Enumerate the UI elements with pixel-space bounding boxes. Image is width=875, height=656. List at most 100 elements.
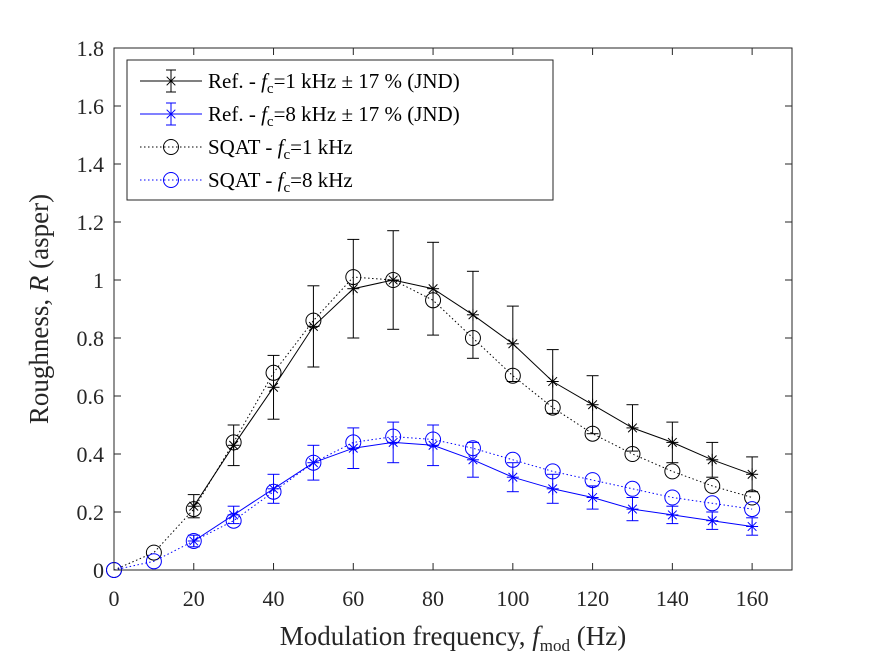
legend-label-var: f <box>278 135 287 159</box>
legend-label-rest: =8 kHz <box>274 102 342 126</box>
legend-label-prefix: SQAT - <box>208 168 278 192</box>
data-point <box>586 398 599 411</box>
x-axis-label: Modulation frequency, fmod (Hz) <box>280 621 626 655</box>
data-point <box>185 533 202 549</box>
data-point <box>385 272 402 288</box>
data-point <box>305 454 322 471</box>
data-point <box>145 544 162 561</box>
asterisk-d2 <box>627 423 638 433</box>
asterisk-d2 <box>428 440 438 450</box>
x-tick-label: 140 <box>656 586 689 611</box>
legend-label: Ref. - fc=8 kHz ± 17 % (JND) <box>208 102 460 130</box>
data-point <box>624 446 641 462</box>
asterisk-d2 <box>468 455 478 465</box>
data-point <box>664 489 681 506</box>
data-point <box>464 330 481 346</box>
legend-entry: SQAT - fc=8 kHz <box>140 168 353 196</box>
data-point <box>584 425 601 442</box>
x-tick-label: 40 <box>263 586 285 611</box>
data-point <box>666 436 679 449</box>
legend-marker <box>165 75 177 87</box>
y-tick-label: 0.6 <box>77 384 105 409</box>
data-point <box>145 553 162 570</box>
legend-label-var: f <box>278 168 287 192</box>
x-tick-label: 0 <box>109 586 120 611</box>
asterisk-d2 <box>308 321 319 332</box>
asterisk-d2 <box>747 521 757 532</box>
legend-label-var: f <box>261 102 270 126</box>
legend-box <box>126 59 554 201</box>
asterisk-d2 <box>228 440 239 450</box>
plot-frame <box>113 47 793 571</box>
data-point <box>425 292 442 309</box>
data-point <box>385 428 402 445</box>
data-point <box>506 337 519 350</box>
legend-label-tail: 17 % (JND) <box>353 102 460 126</box>
asterisk-d2 <box>548 376 558 387</box>
y-tick-label: 1.2 <box>77 210 105 235</box>
series-layer <box>106 230 761 578</box>
data-point <box>544 463 561 480</box>
x-tick-label: 160 <box>736 586 769 611</box>
legend-marker <box>163 139 179 155</box>
legend-label-prefix: SQAT - <box>208 135 278 159</box>
data-point <box>504 367 521 384</box>
data-point <box>466 308 479 321</box>
data-point <box>744 489 761 506</box>
data-point <box>187 500 200 513</box>
data-point <box>345 434 362 451</box>
tick-labels: 0 20 40 60 80 100 120 140 160 0 0.2 0.4 0.6 0.8 1 1.2 1.… <box>77 36 769 611</box>
asterisk-d2 <box>189 536 199 546</box>
data-point <box>704 477 721 494</box>
legend-label-pm: ± <box>341 69 353 93</box>
axis-ticks <box>113 47 792 571</box>
data-point <box>225 512 242 529</box>
asterisk-d2 <box>587 492 598 503</box>
data-point <box>584 472 601 489</box>
y-tick-label: 0.2 <box>77 500 105 525</box>
y-tick-label: 1.6 <box>77 94 105 119</box>
y-tick-label: 0.4 <box>77 442 105 467</box>
asterisk-d2 <box>707 455 717 465</box>
data-point <box>466 453 479 466</box>
data-point <box>464 440 481 457</box>
x-tick-label: 100 <box>496 586 529 611</box>
data-point <box>546 482 559 495</box>
asterisk-d2 <box>348 443 358 453</box>
legend-label-prefix: Ref. - <box>208 102 261 126</box>
asterisk-d2 <box>189 501 199 511</box>
legend-label: SQAT - fc=1 kHz <box>208 135 353 163</box>
asterisk-d2 <box>228 510 239 520</box>
legend-label-rest: =1 kHz <box>274 69 342 93</box>
data-point <box>187 535 200 547</box>
data-point <box>225 434 242 451</box>
asterisk-d2 <box>348 284 358 294</box>
legend-entry: Ref. - fc=8 kHz ± 17 % (JND) <box>140 102 460 130</box>
legend: Ref. - fc=1 kHz ± 17 % (JND)Ref. - fc=8 … <box>126 59 554 201</box>
y-tick-label: 1.4 <box>77 152 105 177</box>
data-point <box>506 471 519 484</box>
asterisk-d2 <box>508 472 518 482</box>
y-axis-label: Roughness, R (asper) <box>24 194 54 424</box>
series-3 <box>106 269 761 578</box>
legend-label: Ref. - fc=1 kHz ± 17 % (JND) <box>208 69 460 97</box>
data-point <box>185 501 202 518</box>
data-point <box>504 451 521 468</box>
asterisk-d2 <box>707 516 717 526</box>
data-point <box>305 312 322 329</box>
data-point <box>227 439 240 452</box>
asterisk-d2 <box>468 310 478 320</box>
asterisk-d2 <box>428 284 438 294</box>
legend-label-sub: c <box>283 180 290 196</box>
legend-entry: SQAT - fc=1 kHz <box>140 135 353 163</box>
data-point <box>267 381 280 394</box>
data-point <box>666 508 679 521</box>
legend-label-sub: c <box>267 81 274 97</box>
legend-label-tail: 17 % (JND) <box>353 69 460 93</box>
data-point <box>345 269 362 286</box>
asterisk-d2 <box>268 382 279 392</box>
legend-label-pm: ± <box>341 102 353 126</box>
legend-marker <box>165 108 177 120</box>
legend-entry: Ref. - fc=1 kHz ± 17 % (JND) <box>140 69 460 97</box>
